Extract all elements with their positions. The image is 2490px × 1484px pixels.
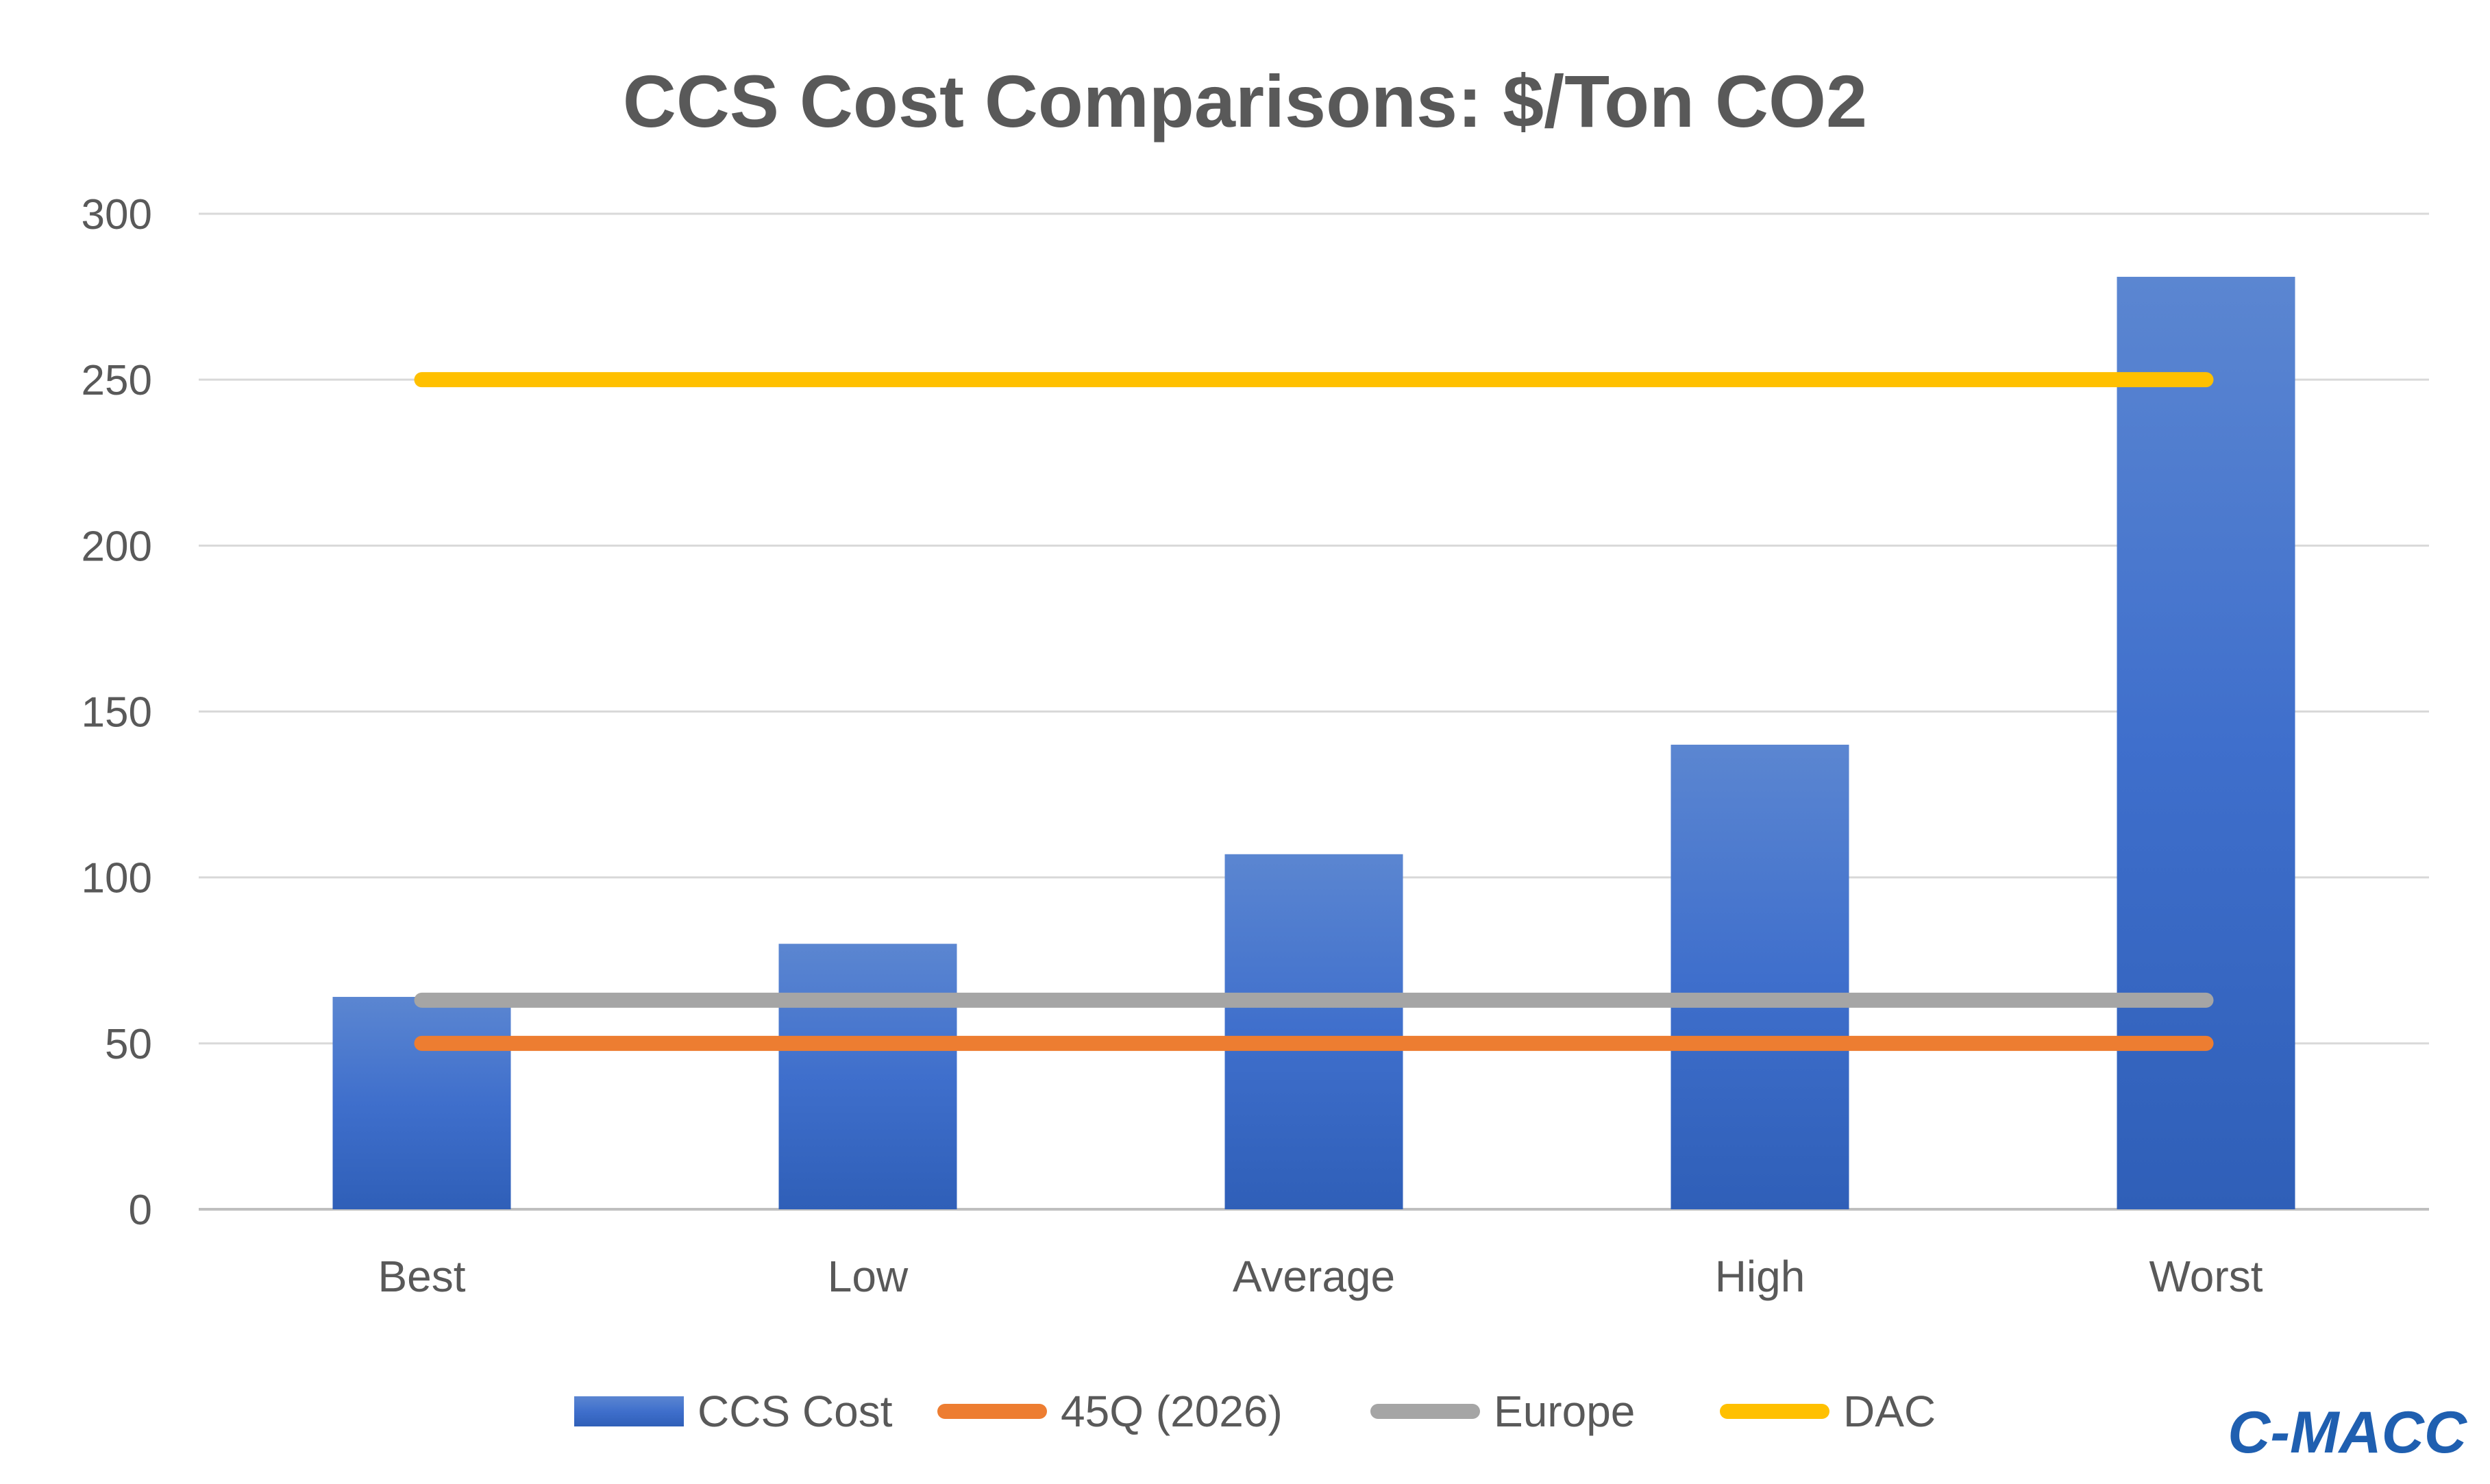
bar-low [778, 943, 957, 1209]
legend: CCS Cost 45Q (2026) Europe DAC [574, 1387, 1936, 1436]
x-tick-label: Worst [2149, 1252, 2263, 1301]
bar-average [1224, 854, 1403, 1209]
y-axis-ticks: 0 50 100 150 200 250 300 [82, 191, 152, 1234]
brand-logo: C-MACC [2228, 1400, 2468, 1466]
y-tick-label: 200 [82, 523, 152, 570]
legend-label: Europe [1494, 1387, 1635, 1436]
legend-swatch-bar [574, 1396, 684, 1426]
x-tick-label: Best [378, 1252, 465, 1301]
x-tick-label: Average [1233, 1252, 1395, 1301]
legend-item: DAC [1720, 1387, 1936, 1436]
x-tick-label: High [1715, 1252, 1805, 1301]
y-tick-label: 300 [82, 191, 152, 238]
x-axis-ticks: Best Low Average High Worst [378, 1252, 2263, 1301]
chart-title: CCS Cost Comparisons: $/Ton CO2 [623, 60, 1867, 143]
legend-label: 45Q (2026) [1061, 1387, 1283, 1436]
legend-label: DAC [1843, 1387, 1936, 1436]
y-tick-label: 0 [129, 1187, 152, 1234]
y-tick-label: 50 [105, 1021, 152, 1068]
bar-best [332, 997, 511, 1209]
line-series [414, 372, 2214, 1051]
bar-high [1671, 744, 1849, 1209]
x-tick-label: Low [828, 1252, 909, 1301]
legend-item: Europe [1370, 1387, 1635, 1436]
legend-label: CCS Cost [698, 1387, 893, 1436]
legend-item: 45Q (2026) [937, 1387, 1283, 1436]
y-tick-label: 150 [82, 689, 152, 737]
legend-item: CCS Cost [574, 1387, 893, 1436]
bar-worst [2117, 277, 2295, 1210]
y-tick-label: 250 [82, 357, 152, 404]
bar-series [332, 277, 2295, 1210]
y-tick-label: 100 [82, 855, 152, 902]
